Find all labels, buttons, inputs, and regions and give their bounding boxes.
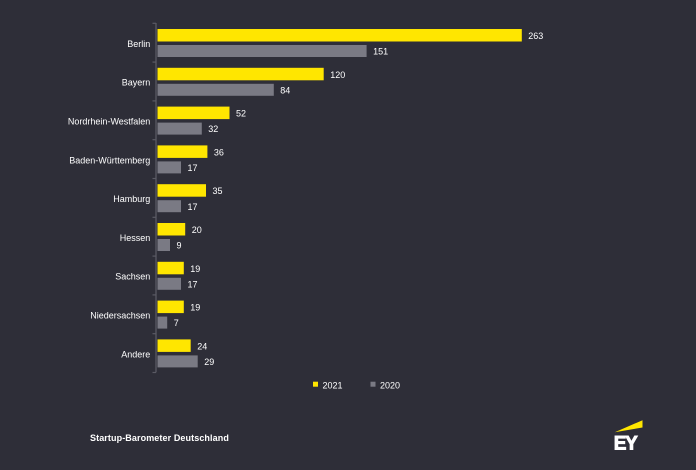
svg-text:52: 52 [236,109,246,119]
svg-text:Baden-Württemberg: Baden-Württemberg [69,155,150,165]
svg-text:263: 263 [528,31,543,41]
svg-text:29: 29 [204,357,214,367]
svg-text:Andere: Andere [121,349,150,359]
svg-text:24: 24 [197,341,207,351]
svg-text:19: 19 [190,264,200,274]
svg-text:151: 151 [373,47,388,57]
svg-text:Berlin: Berlin [127,39,150,49]
svg-text:36: 36 [214,147,224,157]
svg-text:20: 20 [192,225,202,235]
svg-text:Bayern: Bayern [122,78,151,88]
svg-text:17: 17 [188,163,198,173]
svg-text:19: 19 [190,303,200,313]
svg-text:32: 32 [208,124,218,134]
svg-text:Hamburg: Hamburg [113,194,150,204]
svg-text:2020: 2020 [380,380,400,390]
svg-text:Startup-Barometer Deutschland: Startup-Barometer Deutschland [90,433,229,443]
svg-text:EY: EY [614,433,638,454]
svg-text:Hessen: Hessen [120,233,151,243]
svg-text:9: 9 [177,241,182,251]
svg-text:2021: 2021 [323,380,343,390]
svg-text:17: 17 [188,279,198,289]
svg-text:Niedersachsen: Niedersachsen [90,311,150,321]
svg-text:Sachsen: Sachsen [115,272,150,282]
svg-text:Nordrhein-Westfalen: Nordrhein-Westfalen [68,117,150,127]
svg-text:7: 7 [174,318,179,328]
svg-text:120: 120 [330,70,345,80]
svg-text:35: 35 [213,186,223,196]
svg-text:84: 84 [280,85,290,95]
svg-text:17: 17 [188,202,198,212]
